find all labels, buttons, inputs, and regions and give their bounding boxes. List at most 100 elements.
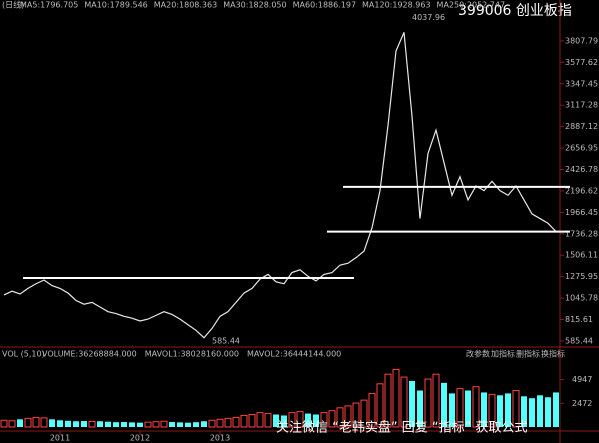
extreme-label: 585.44 [212, 336, 240, 345]
y-tick-label: 2887.12 [565, 122, 598, 131]
volume-bar [497, 395, 503, 427]
volume-bar [288, 412, 296, 428]
volume-bar [441, 382, 447, 427]
volume-bar [232, 416, 240, 428]
indicator-button[interactable]: 换指标 [541, 349, 565, 359]
volume-label: VOL (5,10) [2, 350, 45, 359]
volume-bar [73, 421, 79, 427]
y-tick-label: 3577.62 [565, 58, 598, 67]
volume-bar [97, 421, 103, 427]
volume-bar [129, 422, 135, 427]
volume-bar [336, 407, 344, 428]
volume-bar [537, 395, 543, 427]
volume-bar [400, 376, 408, 428]
y-tick-label: 1736.28 [565, 229, 598, 238]
indicator-button[interactable]: 改参数 [466, 349, 490, 359]
volume-bar [481, 392, 487, 427]
volume-bar [360, 399, 368, 428]
y-tick-label: 3807.79 [565, 36, 598, 45]
volume-bar [57, 420, 63, 427]
indicator-button[interactable]: 删指标 [516, 349, 540, 359]
y-tick-label: 1275.95 [565, 272, 598, 281]
volume-bar [240, 414, 248, 428]
volume-bar [0, 419, 8, 428]
volume-bar [296, 411, 304, 428]
volume-bar [281, 415, 287, 427]
volume-bar [152, 421, 160, 428]
ma-legend: MA20:1808.363 [154, 1, 217, 10]
volume-bar [456, 388, 464, 428]
volume-bar [465, 390, 471, 427]
y-tick-label: 1045.78 [565, 294, 598, 303]
volume-bar [529, 398, 535, 427]
volume-bar [177, 422, 183, 427]
volume-bar [320, 412, 328, 428]
y-tick-label: 2196.62 [565, 186, 598, 195]
volume-bar [472, 386, 480, 428]
y-tick-label: 1506.11 [565, 251, 598, 260]
volume-bar [384, 373, 392, 428]
ma-legend: MA60:1886.197 [293, 1, 356, 10]
y-tick-label: 3347.45 [565, 79, 598, 88]
volume-bar [432, 373, 440, 428]
volume-bar [144, 421, 152, 428]
volume-bar [49, 419, 55, 427]
volume-bar [352, 402, 360, 428]
y-tick-label: 2656.95 [565, 144, 598, 153]
y-tick-label: 2426.78 [565, 165, 598, 174]
volume-bar [305, 413, 311, 427]
volume-bar [160, 420, 168, 428]
volume-bar [17, 419, 23, 427]
extreme-label: 4037.96 [412, 13, 445, 22]
volume-bar [512, 390, 520, 428]
volume-bar [216, 418, 224, 428]
volume-bar [65, 420, 71, 427]
y-tick-label: 1966.45 [565, 208, 598, 217]
volume-legend: VOLUME:36268884.000 [42, 350, 137, 359]
volume-bar [449, 393, 455, 427]
volume-bar [137, 422, 143, 427]
volume-bar [256, 412, 264, 428]
volume-bar [40, 417, 48, 428]
volume-bar [32, 416, 40, 428]
ma-legend: MA120:1928.963 [362, 1, 431, 10]
chart-title: 399006 创业板指 [458, 3, 572, 19]
ma-legend: MA250:2052.747 [437, 1, 506, 10]
x-tick-label: 2012 [130, 434, 150, 443]
volume-bar [328, 410, 336, 428]
x-tick-label: 2013 [210, 434, 230, 443]
volume-legend: MAVOL1:38028160.000 [145, 350, 239, 359]
volume-bar [424, 378, 432, 428]
ma-legend: MA5:1796.705 [20, 1, 78, 10]
volume-bar [88, 420, 96, 428]
volume-bar [193, 422, 199, 427]
y-tick-label: 2472 [572, 399, 592, 408]
volume-bar [264, 413, 272, 428]
volume-bar [113, 422, 119, 427]
volume-bar [313, 414, 319, 427]
volume-bar [545, 397, 551, 427]
y-tick-label: 3117.28 [565, 101, 598, 110]
volume-bar [273, 414, 279, 427]
volume-bar [105, 421, 111, 427]
volume-bar [201, 421, 207, 427]
volume-bar [344, 405, 352, 428]
indicator-button[interactable]: 加指标 [491, 349, 515, 359]
y-tick-label: 815.61 [565, 315, 593, 324]
volume-bar [81, 421, 87, 427]
watermark: 关注微信 “老韩实盘” 回复 “指标” 获取公式 [276, 420, 527, 436]
volume-bar [409, 380, 415, 427]
volume-bar [169, 422, 175, 427]
volume-bar [368, 392, 376, 428]
volume-bar [488, 393, 496, 428]
y-tick-label: 4947 [572, 375, 592, 384]
volume-bar [417, 390, 423, 427]
y-tick-label: 585.44 [565, 336, 593, 345]
volume-bar [121, 422, 127, 427]
volume-bar [392, 368, 400, 428]
ma-legend: MA30:1828.050 [223, 1, 286, 10]
volume-bar [24, 417, 32, 428]
period-label: (日线) [2, 0, 24, 10]
volume-bar [376, 383, 384, 428]
